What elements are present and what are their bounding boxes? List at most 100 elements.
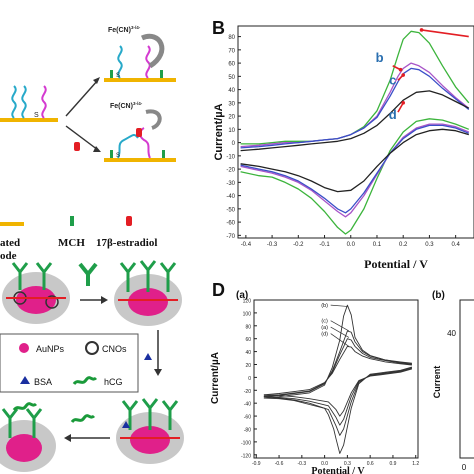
panel-label-d: D [212,280,225,300]
hcg-icon [72,376,98,385]
y-tick-label: -80 [244,427,251,433]
curve-annotation-label: (d) [321,332,328,338]
panel-a-schematic: S S Fe(CN)3-/4- S Fe(CN)3-/4- ated ode M… [0,25,176,262]
y-tick-label: -60 [226,221,235,227]
annotation-arrow-top [421,29,469,38]
aptamer-cyan [11,85,17,119]
electrode-left [0,118,58,122]
cv-series-line-0 [240,30,470,145]
cv-series-line-6 [240,90,470,152]
arrow-down [65,125,99,151]
y-tick-label: 40 [245,350,251,356]
y-tick-label: -100 [241,440,251,446]
legend-electrode-label-2: ode [0,250,17,262]
mch-top-2 [160,70,163,78]
aunps-icon [19,343,29,353]
annotation-arrow-head [398,67,403,72]
arrow-down-head [93,146,101,152]
y-tick-label: -50 [226,207,235,213]
aunps-label: AuNPs [36,344,65,354]
cnos-icon [85,341,99,355]
x-tick-label: 0.0 [321,461,328,467]
chart-d2-tick-40: 40 [447,329,456,338]
panel-label-b: B [212,18,225,38]
aunp-cluster-2 [128,288,168,316]
legend-electrode-swatch [0,222,24,226]
cv-series-line-4 [263,338,412,397]
y-tick-label: -40 [244,402,251,408]
y-tick-label: -30 [226,181,235,187]
annotation-arrow [330,304,348,307]
chart-b-frame [237,25,474,239]
cv-series-line-2 [240,62,470,148]
legend-mch-label: MCH [58,237,85,249]
legend-electrode-label-1: ated [0,237,20,249]
free-antibody [78,262,98,286]
legend-mch-swatch [70,216,74,226]
chart-d-marks: 120 100 80 60 40 20 0 -20 -40 -60 -80 -100 -120-0.9 -… [241,299,419,468]
y-tick-label: 80 [228,35,235,41]
mch-bottom [110,150,113,158]
y-tick-label: -60 [244,415,251,421]
y-tick-label: 70 [228,48,235,54]
x-tick-label: -0.3 [298,461,307,467]
arrow-c-2-head [154,369,162,376]
bsa-label: BSA [34,377,52,387]
bsa-free [144,353,152,360]
chart-d2-ylabel: Current [432,366,442,399]
cv-series-line-7 [263,368,413,417]
chart-d-xlabel: Potential / V [311,466,365,474]
aptamer-magenta [41,85,47,119]
arrow-up [65,79,99,117]
legend-estradiol-swatch [126,216,132,226]
cv-series-line-4 [240,67,470,149]
annotation-arrow-head [401,73,406,77]
aptamer-top-cyan [117,45,123,79]
y-tick-label: -20 [244,389,251,395]
annotation-arrow-top-head [419,28,424,32]
arrow-c-3-head [64,434,71,442]
annotation-arrow [330,333,350,347]
hcg-bound [12,402,38,411]
cv-series-line-0 [263,304,412,399]
cv-series-line-7 [240,128,469,193]
cv-series-line-1 [263,366,413,454]
y-tick-label: 60 [228,62,235,68]
y-tick-label: 0 [232,141,236,147]
x-tick-label: -0.6 [275,461,284,467]
y-tick-label: 60 [245,337,251,343]
estradiol-drop [74,142,80,151]
antibody-2 [119,260,177,292]
hcg-free [70,414,96,423]
cv-series-line-1 [240,118,470,235]
panel-c-schematic: AuNPs CNOs BSA hCG [0,260,184,472]
estradiol-bound [136,128,142,137]
electrode-top [104,78,176,82]
y-tick-label: 20 [245,363,251,369]
y-tick-label: 40 [228,88,235,94]
sulfur-bottom: S [116,153,120,159]
y-tick-label: -20 [226,168,235,174]
y-tick-label: 20 [228,115,235,121]
mch-bottom-2 [162,150,165,158]
x-tick-label: 0.3 [425,242,434,248]
y-tick-label: -120 [241,453,251,459]
chart-d2-frame [459,299,474,459]
y-tick-label: -70 [226,234,235,240]
aptamer-cyan-2 [21,85,27,119]
panel-d-sub-a: (a) [236,290,248,301]
y-tick-label: 100 [243,311,252,317]
x-tick-label: -0.9 [252,461,261,467]
arrow-c-1-head [101,296,108,304]
mch-top [110,70,113,78]
x-tick-label: -0.1 [319,242,330,248]
x-tick-label: -0.2 [293,242,304,248]
antibody-1 [11,262,53,290]
chart-d-frame [253,299,419,459]
cv-series-line-5 [240,124,470,214]
y-tick-label: 10 [228,128,235,134]
y-tick-label: -40 [226,194,235,200]
chart-d2-tick-0: 0 [462,463,467,472]
y-tick-label: 50 [228,75,235,81]
